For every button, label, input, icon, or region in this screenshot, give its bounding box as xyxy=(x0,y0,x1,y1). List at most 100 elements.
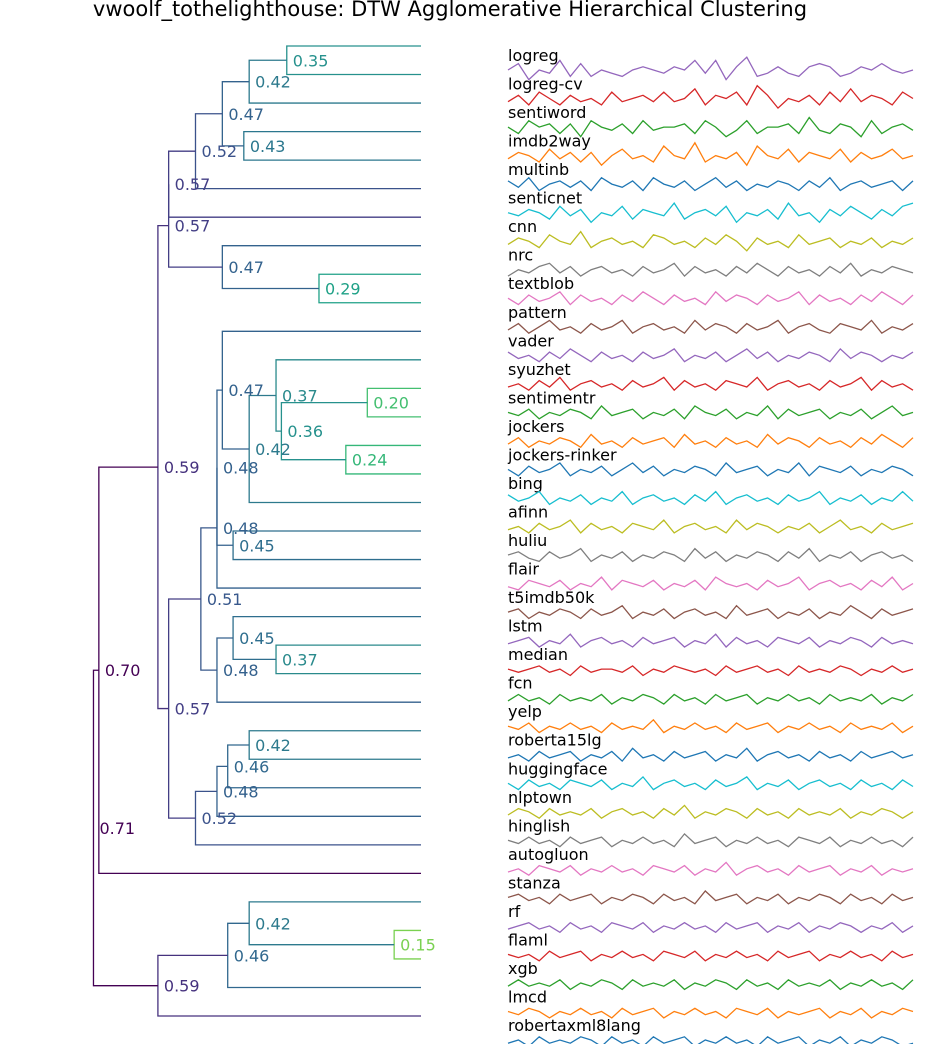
merge-height-label: 0.37 xyxy=(282,386,318,405)
merge-x: 0.46 xyxy=(227,744,421,789)
dendrogram-link xyxy=(275,359,421,432)
leaf-label: yelp xyxy=(508,702,542,721)
merge-height-label: 0.35 xyxy=(293,51,329,70)
series-line-logreg xyxy=(507,56,914,81)
merge-m: 0.37 xyxy=(275,359,421,432)
merge-q: 0.48 xyxy=(216,389,259,546)
leaf-label: sentiword xyxy=(508,103,586,122)
merge-j: 0.20 xyxy=(366,387,421,418)
leaf-label: bing xyxy=(508,474,543,493)
merge-aa: 0.57 xyxy=(167,598,211,819)
series-line-bing xyxy=(507,490,914,506)
merge-a: 0.35 xyxy=(286,45,421,76)
leaf-label: syuzhet xyxy=(508,360,571,379)
series-line-yelp xyxy=(507,718,914,734)
dendrogram-link xyxy=(216,467,421,589)
merge-height-label: 0.51 xyxy=(207,590,243,609)
leaf-label: t5imdb50k xyxy=(508,588,595,607)
dendrogram-link xyxy=(157,225,169,710)
leaf-label: textblob xyxy=(508,274,574,293)
leaf-label: logreg-cv xyxy=(508,75,583,94)
leaf-label: afinn xyxy=(508,502,548,521)
merge-b: 0.42 xyxy=(248,59,421,104)
series-line-flaml xyxy=(507,950,914,962)
merge-height-label: 0.48 xyxy=(223,519,259,538)
dendrogram-link xyxy=(345,444,421,475)
dendrogram-link xyxy=(167,184,223,268)
merge-height-label: 0.59 xyxy=(164,977,200,996)
leaf-label: flair xyxy=(508,560,539,579)
leaf-label: vader xyxy=(508,331,554,350)
series-line-lstm xyxy=(507,633,914,648)
dendrogram-link xyxy=(200,527,217,671)
series-line-vader xyxy=(507,347,914,363)
merge-height-label: 0.29 xyxy=(325,280,361,299)
series-line-textblob xyxy=(507,290,914,306)
merge-height-label: 0.48 xyxy=(223,661,259,680)
leaf-label: imdb2way xyxy=(508,132,591,151)
series-line-robertaxml8lang xyxy=(507,1035,914,1044)
leaf-label: lstm xyxy=(508,617,543,636)
series-line-fcn xyxy=(507,693,914,705)
dendrogram-link xyxy=(232,615,421,661)
leaf-label: senticnet xyxy=(508,189,582,208)
series-line-multinb xyxy=(507,176,914,192)
dendrogram-link xyxy=(167,150,421,218)
merge-height-label: 0.15 xyxy=(400,936,436,955)
series-line-flair xyxy=(507,576,914,591)
series-line-nlptown xyxy=(507,804,914,820)
leaf-label: roberta15lg xyxy=(508,731,602,750)
merge-height-label: 0.57 xyxy=(175,700,211,719)
dendrogram-link xyxy=(366,387,421,418)
dendrogram-link xyxy=(275,644,421,675)
merge-height-label: 0.57 xyxy=(175,175,211,194)
merge-s: 0.37 xyxy=(275,644,421,675)
merge-height-label: 0.48 xyxy=(223,459,259,478)
merge-bb: 0.59 xyxy=(157,225,200,710)
series-line-nrc xyxy=(507,262,914,278)
merge-height-label: 0.59 xyxy=(164,458,200,477)
merge-height-label: 0.42 xyxy=(255,736,291,755)
series-line-pattern xyxy=(507,319,914,335)
merge-height-label: 0.20 xyxy=(373,394,409,413)
leaf-label: jockers-rinker xyxy=(507,445,617,464)
merge-ee: 0.42 xyxy=(248,901,421,946)
merge-g: 0.29 xyxy=(318,273,421,304)
merge-height-label: 0.24 xyxy=(352,451,388,470)
merge-gg: 0.59 xyxy=(157,954,421,1017)
dendrogram-link xyxy=(248,901,421,946)
leaf-label: xgb xyxy=(508,959,538,978)
merge-height-label: 0.36 xyxy=(287,422,323,441)
merge-e: 0.52 xyxy=(194,113,421,190)
leaf-label: nrc xyxy=(508,246,533,265)
series-line-senticnet xyxy=(507,201,914,224)
dendrogram-link xyxy=(248,730,421,760)
merge-h: 0.47 xyxy=(221,245,421,290)
leaf-label: fcn xyxy=(508,674,533,693)
dendrogram-link xyxy=(227,744,421,789)
leaf-label: rf xyxy=(508,902,521,921)
merge-height-label: 0.45 xyxy=(239,536,275,555)
leaf-labels: logreg logreg-cv sentiword imdb2way multinb s… xyxy=(507,46,641,1035)
merge-height-label: 0.42 xyxy=(255,440,291,459)
merge-height-label: 0.47 xyxy=(228,258,264,277)
dendrogram-link xyxy=(216,389,234,546)
merge-v: 0.51 xyxy=(200,527,243,671)
dendrogram: 0.350.420.430.470.520.570.290.470.570.20… xyxy=(92,45,436,1017)
series-line-rf xyxy=(507,921,914,934)
merge-height-label: 0.57 xyxy=(175,217,211,236)
merge-dd: 0.15 xyxy=(393,929,436,960)
merge-height-label: 0.52 xyxy=(201,809,237,828)
leaf-label: nlptown xyxy=(508,788,572,807)
leaf-label: stanza xyxy=(508,873,561,892)
series-line-stanza xyxy=(507,890,914,905)
chart-title: vwoolf_tothelighthouse: DTW Agglomerativ… xyxy=(93,0,807,22)
leaf-label: multinb xyxy=(508,160,569,179)
merge-height-label: 0.42 xyxy=(255,73,291,92)
merge-height-label: 0.47 xyxy=(228,105,264,124)
merge-n: 0.42 xyxy=(248,394,421,504)
leaf-label: logreg xyxy=(508,46,559,65)
merge-k: 0.24 xyxy=(345,444,421,475)
merge-height-label: 0.52 xyxy=(201,142,237,161)
